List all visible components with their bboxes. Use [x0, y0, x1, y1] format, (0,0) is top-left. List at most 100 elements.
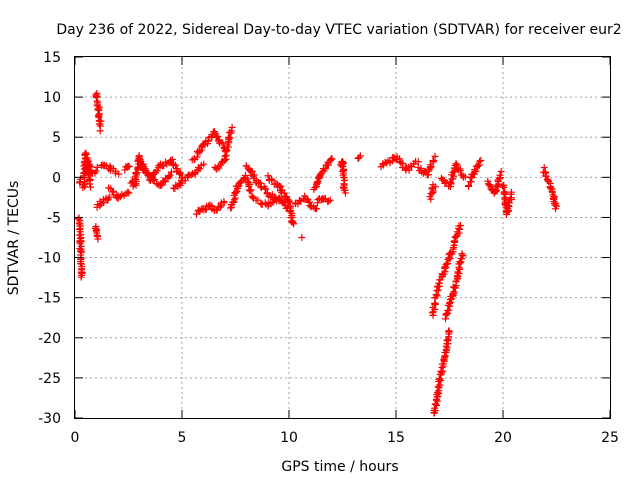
data-point	[298, 234, 306, 241]
data-point	[321, 165, 329, 173]
data-point	[236, 178, 244, 186]
data-point	[153, 167, 161, 175]
plot-frame	[74, 56, 611, 419]
data-point	[262, 185, 270, 193]
data-point	[548, 187, 556, 195]
y-axis-label: SDTVAR / TECUs	[6, 181, 22, 296]
data-point	[435, 375, 443, 383]
y-tick-label: 15	[43, 50, 61, 66]
data-point	[227, 204, 235, 212]
data-point	[125, 162, 133, 170]
data-point	[431, 300, 439, 308]
data-point	[86, 180, 94, 188]
data-point	[325, 197, 333, 205]
data-point	[187, 171, 195, 179]
data-point	[165, 172, 173, 180]
y-tick-label: -25	[38, 371, 61, 387]
data-point	[341, 189, 349, 197]
data-point	[432, 291, 440, 299]
data-point	[93, 163, 101, 171]
x-axis-label: GPS time / hours	[281, 459, 398, 475]
data-point	[94, 106, 102, 114]
data-point	[427, 162, 435, 170]
data-point	[445, 327, 453, 335]
data-point	[166, 171, 174, 179]
data-point	[105, 193, 113, 201]
data-point	[92, 167, 100, 175]
data-point	[228, 123, 236, 131]
data-point	[477, 157, 485, 165]
y-tick-label: -30	[38, 411, 61, 427]
data-point	[507, 188, 515, 196]
data-point	[458, 250, 466, 258]
data-point	[204, 137, 212, 145]
data-point	[257, 199, 265, 207]
data-point	[417, 164, 425, 172]
data-point	[216, 203, 224, 211]
data-point	[96, 127, 104, 135]
data-point	[86, 162, 94, 170]
data-point	[436, 381, 444, 389]
data-point	[499, 182, 507, 190]
data-point	[275, 182, 283, 190]
data-point	[476, 157, 484, 165]
data-point	[124, 188, 132, 196]
data-point	[428, 184, 436, 192]
y-tick-labels: 15 10 5 0 -5 -10 -15 -20 -25 -30	[38, 50, 61, 427]
data-point	[167, 168, 175, 176]
data-point	[456, 225, 464, 233]
data-point	[125, 189, 133, 197]
data-point	[465, 182, 473, 190]
data-point	[255, 179, 263, 187]
data-point	[240, 174, 248, 182]
data-point	[219, 139, 227, 147]
x-tick-labels: 0 5 10 15 20 25	[71, 430, 619, 446]
data-point	[217, 138, 225, 146]
data-point	[441, 179, 449, 187]
data-point	[457, 221, 465, 229]
x-tick-label: 0	[71, 430, 80, 446]
y-tick-label: 5	[52, 130, 61, 146]
x-tick-label: 10	[280, 430, 298, 446]
x-tick-label: 5	[178, 430, 187, 446]
data-point	[429, 156, 437, 164]
data-point	[87, 183, 95, 191]
data-point	[92, 94, 100, 102]
data-point	[177, 169, 185, 177]
data-point	[455, 270, 463, 278]
data-points	[74, 90, 561, 417]
data-point	[540, 164, 548, 172]
data-point	[221, 152, 229, 160]
data-point	[160, 162, 168, 170]
data-point	[193, 210, 201, 218]
data-point	[134, 156, 142, 164]
data-point	[435, 384, 443, 392]
data-point	[74, 215, 82, 223]
data-point	[306, 201, 314, 209]
y-tick-label: 0	[52, 170, 61, 186]
data-point	[227, 127, 235, 135]
data-point	[431, 152, 439, 160]
data-point	[452, 160, 460, 168]
data-point	[443, 259, 451, 267]
y-tick-label: -10	[38, 251, 61, 267]
data-point	[456, 265, 464, 273]
data-point	[200, 160, 208, 168]
data-point	[442, 310, 450, 318]
y-tick-label: 10	[43, 90, 61, 106]
data-point	[94, 235, 102, 243]
data-point	[79, 181, 87, 189]
x-tick-label: 20	[494, 430, 512, 446]
data-point	[77, 273, 85, 281]
data-point	[247, 186, 255, 194]
chart-title: Day 236 of 2022, Sidereal Day-to-day VTE…	[56, 22, 621, 38]
data-point	[264, 172, 272, 180]
x-tick-label: 15	[387, 430, 405, 446]
data-point	[176, 170, 184, 178]
data-point	[327, 156, 335, 164]
data-point	[196, 165, 204, 173]
data-point	[287, 214, 295, 222]
axis-ticks	[74, 56, 611, 419]
